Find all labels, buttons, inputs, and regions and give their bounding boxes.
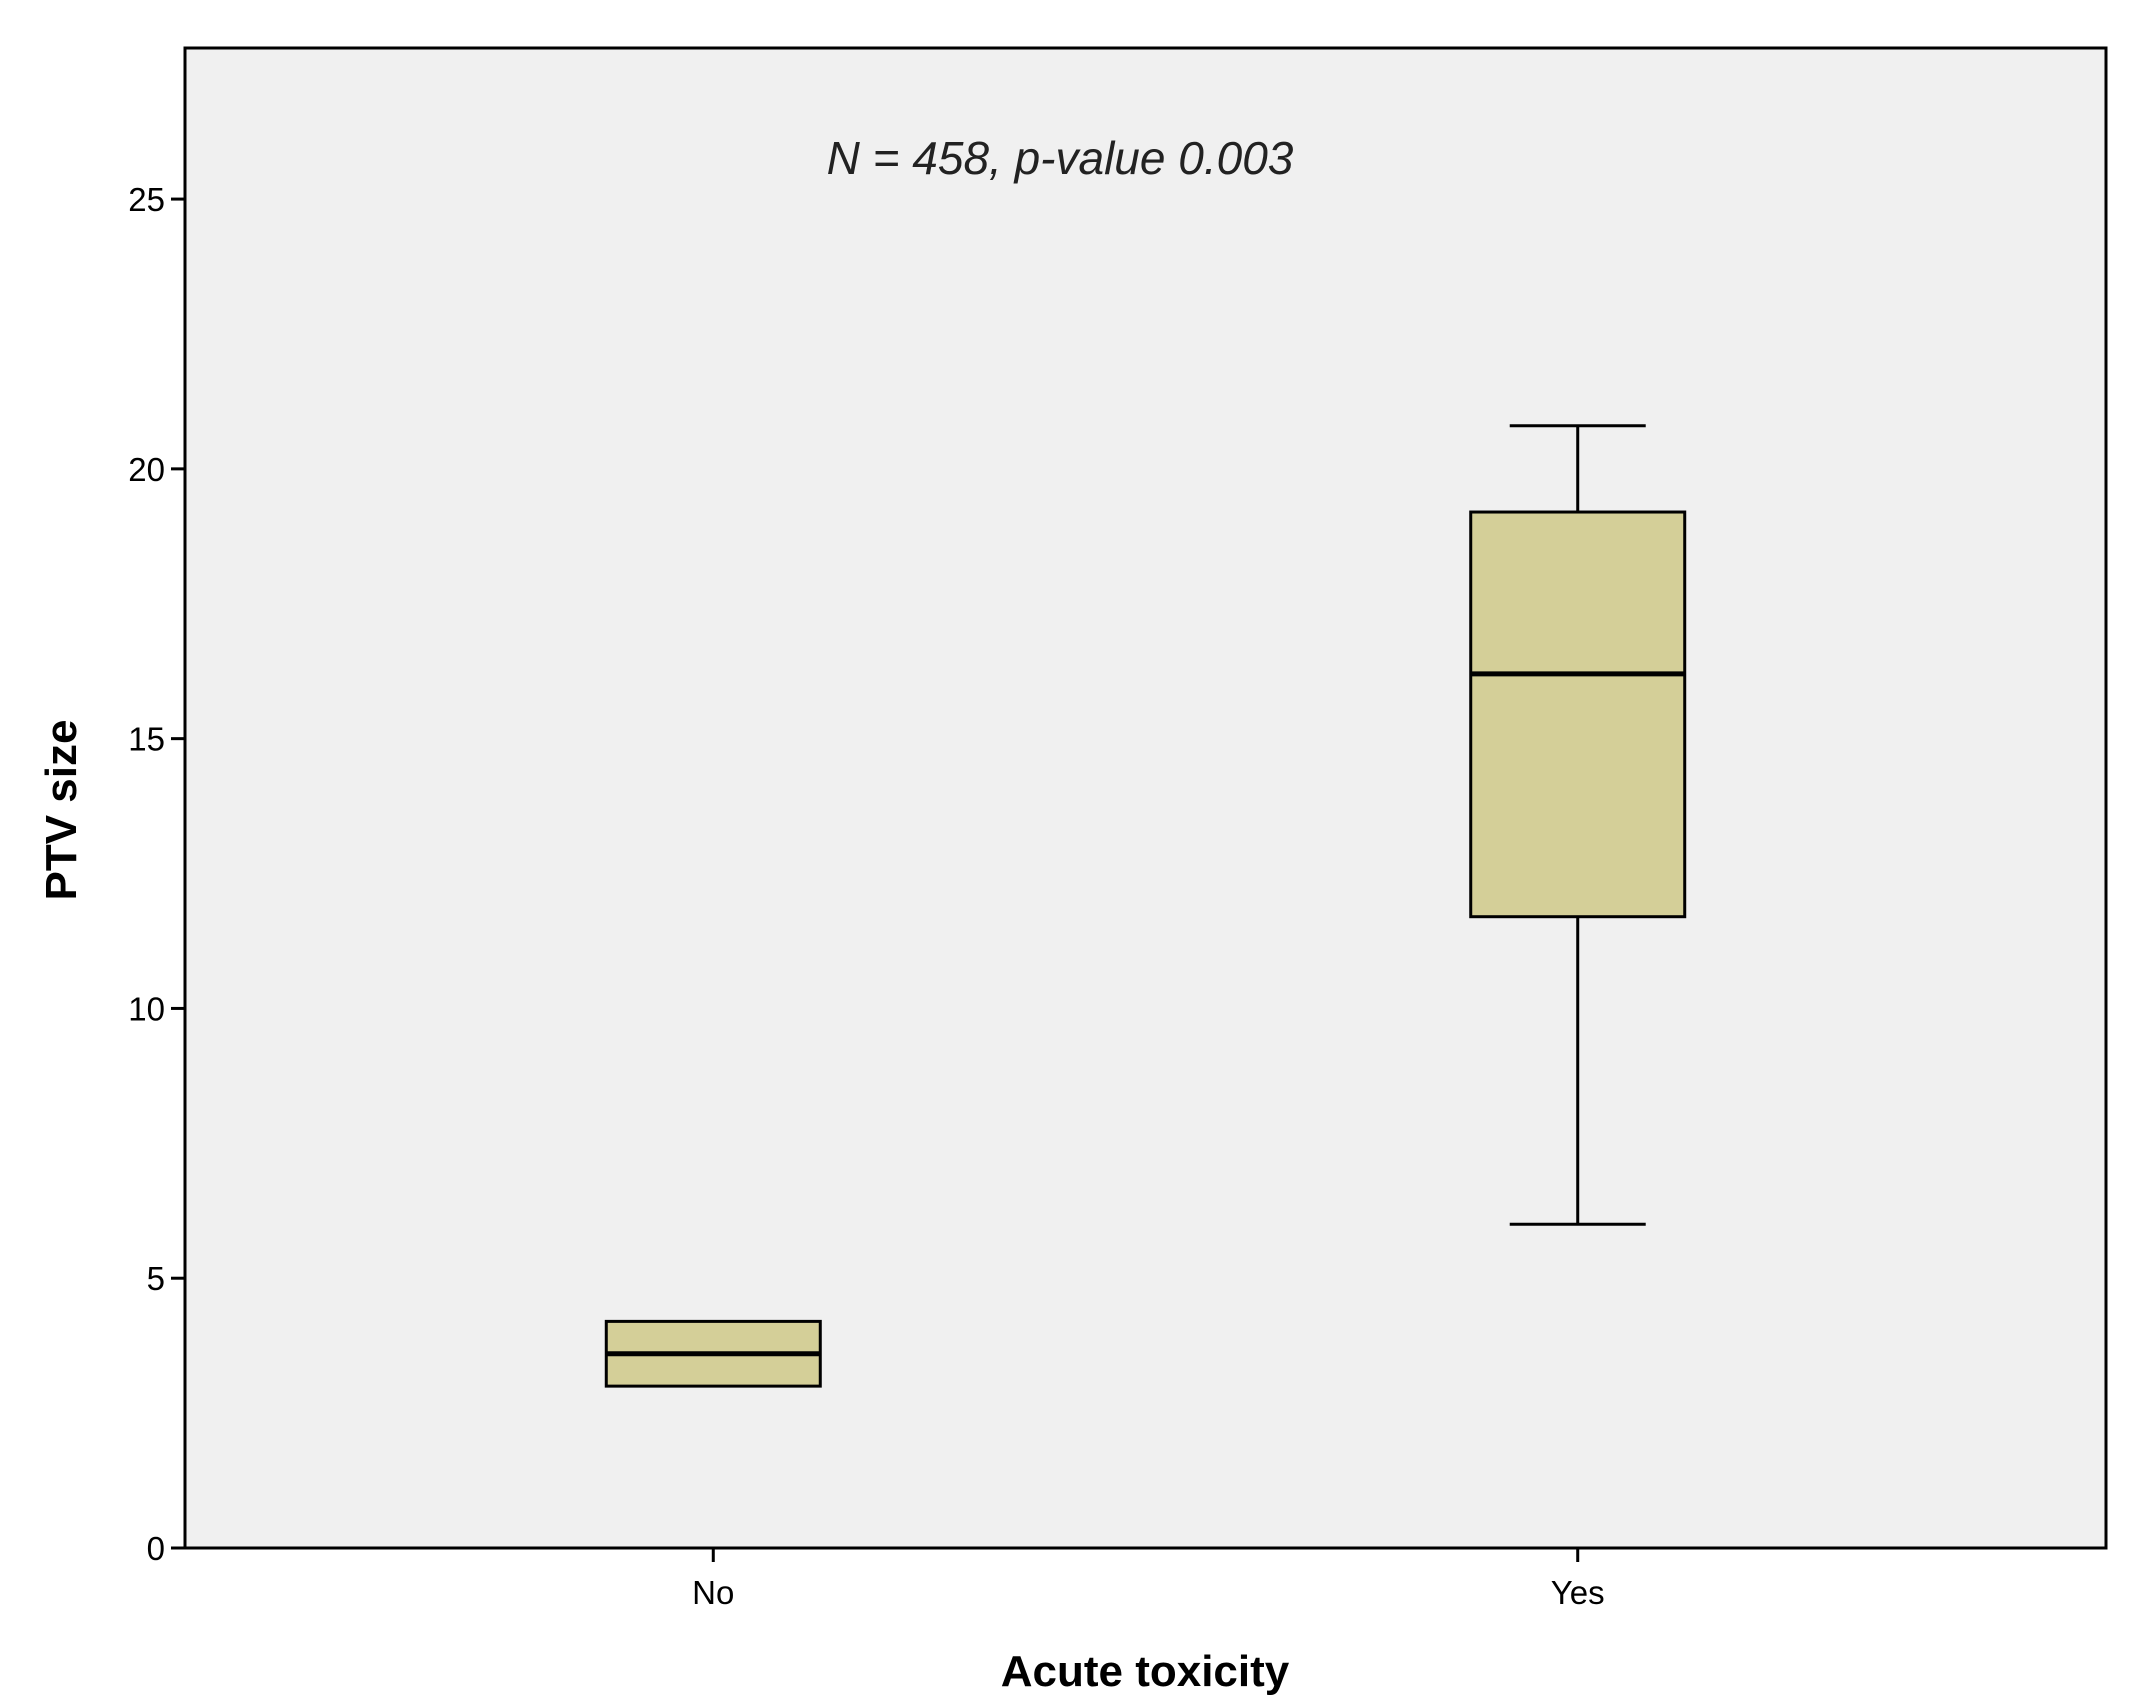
x-axis-title: Acute toxicity <box>1001 1647 1290 1696</box>
x-tick-label: No <box>692 1574 734 1611</box>
box-series <box>604 424 1687 1388</box>
plot-area <box>183 46 2108 1550</box>
iqr-box <box>1469 510 1687 919</box>
y-axis-title: PTV size <box>37 720 86 901</box>
x-tick-label: Yes <box>1551 1574 1605 1611</box>
y-tick-label: 20 <box>128 451 165 488</box>
y-tick-label: 25 <box>128 181 165 218</box>
y-tick-label: 10 <box>128 990 165 1027</box>
box-yes <box>1469 424 1687 1226</box>
y-tick-label: 15 <box>128 721 165 758</box>
x-axis: No Yes <box>692 1548 1605 1611</box>
chart-annotation: N = 458, p-value 0.003 <box>827 132 1294 184</box>
box-no <box>604 1319 822 1388</box>
y-tick-label: 5 <box>147 1260 165 1297</box>
y-axis: 0 5 10 15 20 25 <box>128 181 185 1567</box>
y-tick-label: 0 <box>147 1530 165 1567</box>
